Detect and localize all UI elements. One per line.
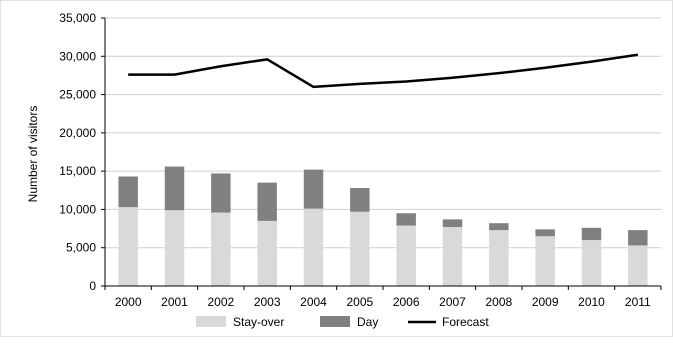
bar-stay-over-2011 — [628, 245, 647, 286]
x-tick-label: 2002 — [207, 295, 234, 309]
x-tick-label: 2000 — [115, 295, 142, 309]
bar-day-2001 — [165, 167, 184, 211]
bar-stay-over-2003 — [257, 221, 276, 286]
y-tick-label: 5,000 — [66, 241, 96, 255]
forecast-line-layer — [128, 55, 638, 87]
bar-stay-over-2002 — [211, 212, 230, 286]
y-tick-label: 30,000 — [59, 49, 96, 63]
x-tick-label: 2005 — [346, 295, 373, 309]
bar-stay-over-2008 — [489, 230, 508, 286]
bar-day-2006 — [396, 213, 415, 225]
bar-stay-over-2004 — [304, 209, 323, 286]
y-axis-label: Number of visitors — [26, 106, 40, 203]
bar-stay-over-2007 — [443, 227, 462, 286]
bar-day-2007 — [443, 219, 462, 227]
legend-label-stay-over: Stay-over — [233, 315, 284, 329]
axes — [101, 18, 661, 290]
x-tick-label: 2001 — [161, 295, 188, 309]
y-tick-label: 25,000 — [59, 88, 96, 102]
bar-day-2010 — [582, 228, 601, 240]
gridlines — [105, 18, 661, 248]
bar-stay-over-2010 — [582, 240, 601, 286]
forecast-line — [128, 55, 638, 87]
legend: Stay-over Day Forecast — [196, 315, 489, 329]
legend-label-day: Day — [357, 315, 378, 329]
x-tick-labels: 2000 2001 2002 2003 2004 2005 2006 2007 2008 2009… — [115, 295, 651, 309]
bar-stay-over-2005 — [350, 212, 369, 286]
bar-day-2004 — [304, 170, 323, 209]
bars — [118, 167, 647, 286]
bar-day-2002 — [211, 173, 230, 212]
bar-day-2000 — [118, 177, 137, 208]
bar-day-2005 — [350, 188, 369, 212]
legend-label-forecast: Forecast — [442, 315, 489, 329]
bar-day-2008 — [489, 223, 508, 230]
y-tick-label: 20,000 — [59, 126, 96, 140]
bar-stay-over-2006 — [396, 226, 415, 286]
bar-day-2003 — [257, 183, 276, 221]
bar-day-2011 — [628, 230, 647, 245]
legend-swatch-day — [320, 316, 350, 327]
x-tick-label: 2008 — [485, 295, 512, 309]
y-tick-label: 15,000 — [59, 164, 96, 178]
x-tick-label: 2009 — [532, 295, 559, 309]
y-tick-label: 10,000 — [59, 202, 96, 216]
bar-stay-over-2009 — [535, 236, 554, 286]
bar-stay-over-2001 — [165, 210, 184, 286]
legend-swatch-stay-over — [196, 316, 226, 327]
y-tick-label: 35,000 — [59, 11, 96, 25]
x-tick-label: 2004 — [300, 295, 327, 309]
x-tick-label: 2010 — [578, 295, 605, 309]
bar-stay-over-2000 — [118, 207, 137, 286]
bar-day-2009 — [535, 229, 554, 236]
x-tick-label: 2011 — [625, 295, 651, 309]
y-tick-labels: 0 5,000 10,000 15,000 20,000 25,000 30,000 35,0… — [59, 11, 96, 293]
y-tick-label: 0 — [89, 279, 96, 293]
x-tick-label: 2003 — [254, 295, 281, 309]
x-tick-label: 2007 — [439, 295, 466, 309]
x-tick-label: 2006 — [393, 295, 420, 309]
